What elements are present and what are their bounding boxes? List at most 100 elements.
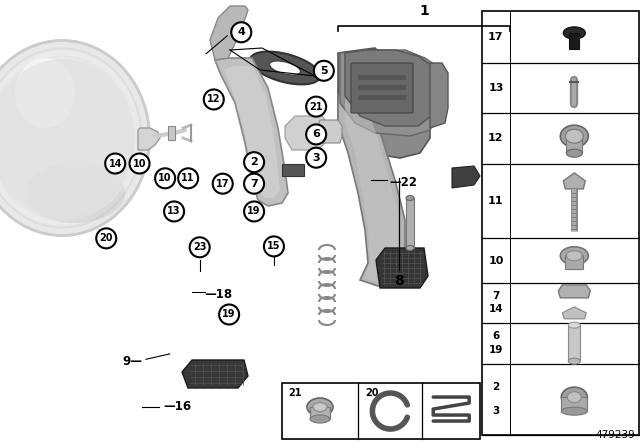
- Ellipse shape: [406, 246, 414, 250]
- Circle shape: [96, 228, 116, 248]
- Text: 19: 19: [222, 310, 236, 319]
- Polygon shape: [138, 128, 160, 150]
- Bar: [482, 11, 639, 435]
- Text: 12: 12: [207, 95, 221, 104]
- Text: —22: —22: [389, 176, 417, 190]
- Text: 4: 4: [237, 27, 245, 37]
- Polygon shape: [376, 248, 428, 288]
- Ellipse shape: [565, 129, 583, 143]
- Circle shape: [178, 168, 198, 188]
- Text: 21: 21: [289, 388, 302, 398]
- Ellipse shape: [15, 58, 75, 128]
- Bar: [358, 95, 406, 100]
- Text: 10: 10: [158, 173, 172, 183]
- Polygon shape: [452, 166, 480, 188]
- Text: 6: 6: [492, 332, 500, 341]
- Text: 10: 10: [132, 159, 147, 168]
- Text: 23: 23: [193, 242, 207, 252]
- Bar: [282, 164, 304, 176]
- Text: 13: 13: [488, 83, 504, 93]
- Text: 2: 2: [250, 157, 258, 167]
- FancyBboxPatch shape: [351, 63, 413, 113]
- Ellipse shape: [567, 392, 581, 403]
- Ellipse shape: [0, 51, 142, 225]
- Ellipse shape: [25, 163, 125, 223]
- Bar: [566, 135, 582, 153]
- Polygon shape: [338, 48, 430, 158]
- Polygon shape: [215, 58, 288, 206]
- Text: 12: 12: [488, 133, 504, 143]
- Text: 17: 17: [216, 179, 230, 189]
- Ellipse shape: [566, 251, 582, 261]
- Circle shape: [314, 61, 334, 81]
- Ellipse shape: [406, 195, 414, 201]
- Ellipse shape: [310, 415, 330, 423]
- Ellipse shape: [561, 125, 588, 147]
- Ellipse shape: [0, 55, 138, 221]
- Ellipse shape: [0, 59, 134, 217]
- Circle shape: [306, 125, 326, 144]
- Bar: [358, 75, 406, 80]
- Bar: [310, 407, 330, 419]
- Circle shape: [244, 202, 264, 221]
- Bar: [561, 397, 588, 411]
- Polygon shape: [168, 126, 175, 140]
- Text: 15: 15: [267, 241, 281, 251]
- Text: 19: 19: [247, 207, 261, 216]
- Text: 2: 2: [492, 383, 500, 392]
- Ellipse shape: [563, 27, 586, 39]
- Text: 20: 20: [365, 388, 379, 398]
- Text: 19: 19: [489, 345, 503, 355]
- Polygon shape: [182, 360, 248, 388]
- Circle shape: [231, 22, 252, 42]
- Text: 14: 14: [108, 159, 122, 168]
- Text: 14: 14: [488, 305, 503, 314]
- Circle shape: [129, 154, 150, 173]
- Polygon shape: [430, 63, 448, 128]
- Text: 9—: 9—: [123, 355, 143, 369]
- Text: —18: —18: [205, 288, 233, 302]
- Ellipse shape: [0, 40, 150, 236]
- Ellipse shape: [568, 358, 580, 364]
- Ellipse shape: [568, 322, 580, 328]
- Ellipse shape: [269, 61, 301, 75]
- Polygon shape: [285, 116, 330, 150]
- Text: —16: —16: [163, 400, 191, 414]
- Polygon shape: [338, 88, 405, 286]
- Bar: [570, 33, 579, 49]
- Ellipse shape: [566, 149, 582, 157]
- Text: 13: 13: [167, 207, 181, 216]
- Text: 11: 11: [181, 173, 195, 183]
- Polygon shape: [210, 6, 248, 60]
- Text: 1: 1: [419, 4, 429, 18]
- Bar: [406, 198, 414, 248]
- Text: 7: 7: [250, 179, 258, 189]
- Text: 5: 5: [320, 66, 328, 76]
- Circle shape: [105, 154, 125, 173]
- Circle shape: [164, 202, 184, 221]
- Bar: [282, 383, 480, 439]
- Ellipse shape: [561, 247, 588, 265]
- Circle shape: [306, 148, 326, 168]
- Ellipse shape: [250, 52, 320, 84]
- Polygon shape: [558, 285, 590, 298]
- Text: 20: 20: [99, 233, 113, 243]
- Circle shape: [306, 97, 326, 116]
- Bar: [565, 255, 583, 269]
- Ellipse shape: [561, 407, 588, 415]
- Circle shape: [244, 152, 264, 172]
- Ellipse shape: [307, 398, 333, 416]
- Circle shape: [244, 174, 264, 194]
- Polygon shape: [224, 66, 280, 198]
- Circle shape: [219, 305, 239, 324]
- Ellipse shape: [561, 387, 588, 407]
- Polygon shape: [340, 50, 440, 136]
- Text: 6: 6: [312, 129, 320, 139]
- Text: 3: 3: [312, 153, 320, 163]
- Text: 479239: 479239: [595, 430, 635, 440]
- Ellipse shape: [0, 47, 146, 229]
- Circle shape: [204, 90, 224, 109]
- Circle shape: [155, 168, 175, 188]
- Polygon shape: [563, 173, 586, 189]
- Circle shape: [212, 174, 233, 194]
